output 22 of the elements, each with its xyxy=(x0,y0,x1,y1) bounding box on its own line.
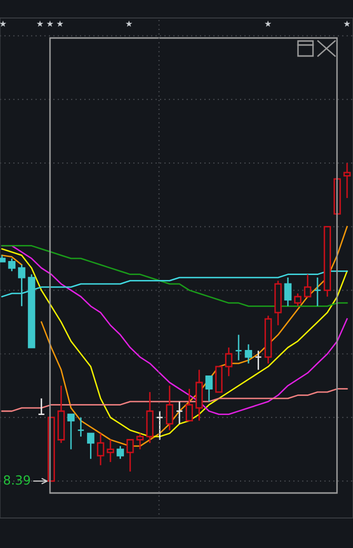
candlestick xyxy=(96,432,104,466)
candlestick xyxy=(116,445,124,460)
candlestick xyxy=(87,432,94,460)
annotation: 8.39 xyxy=(4,475,30,485)
candlestick xyxy=(205,375,213,402)
candlestick xyxy=(67,414,75,450)
candlestick xyxy=(38,398,46,416)
candlestick xyxy=(166,384,174,431)
candlestick xyxy=(234,334,242,361)
candlestick xyxy=(176,400,184,425)
candlestick xyxy=(18,264,26,307)
candlestick xyxy=(343,162,351,199)
candlestick xyxy=(284,276,292,307)
candlestick xyxy=(146,391,154,444)
candlestick xyxy=(196,369,203,422)
candlestick xyxy=(244,344,252,364)
candlestick xyxy=(225,346,232,377)
candlestick xyxy=(314,276,322,307)
candlestick xyxy=(254,350,262,370)
candlestick xyxy=(8,258,16,272)
candlestick xyxy=(77,416,85,438)
candlestick xyxy=(106,439,114,463)
